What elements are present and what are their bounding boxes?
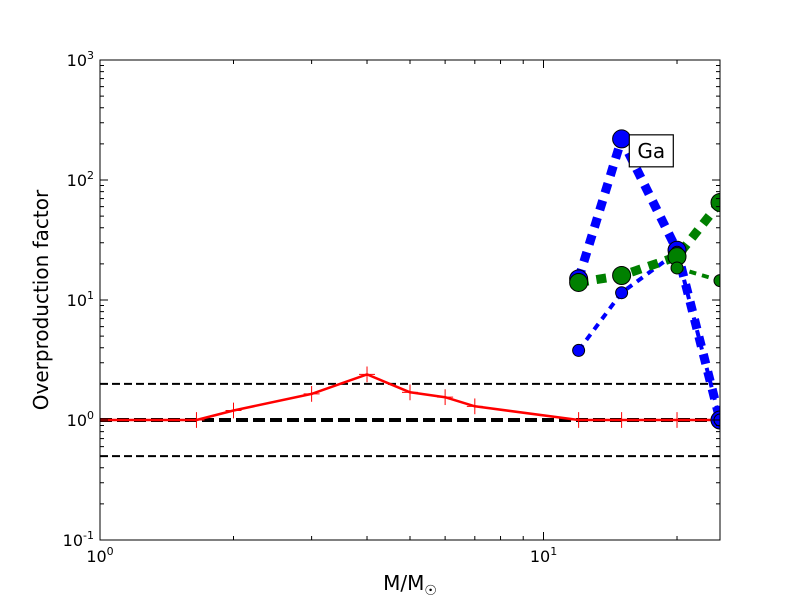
series-0-point-1: [188, 412, 205, 428]
y-tick-label-4: 103: [67, 49, 94, 70]
y-axis-label: Overproduction factor: [29, 189, 53, 410]
series-2-point-1: [615, 286, 629, 300]
series-line-0: [100, 373, 720, 422]
y-tick-label-0: 10-1: [63, 529, 94, 550]
series-line-3: [577, 199, 720, 287]
y-tick-label-1: 100: [67, 409, 94, 430]
series-4-point-1: [713, 274, 720, 288]
series-0-point-2: [225, 402, 242, 419]
x-tick-label-0: 100: [86, 545, 113, 566]
series-3-point-0: [569, 272, 589, 292]
series-0-point-9: [613, 412, 630, 428]
annotation-text: Ga: [637, 139, 665, 163]
series-line-1: [574, 134, 720, 422]
x-axis-label-text: M/M: [383, 571, 424, 595]
series-0-point-10: [669, 412, 686, 428]
annotation-0: Ga: [628, 134, 674, 168]
series-3-point-1: [612, 266, 632, 286]
series-4-point-0: [670, 261, 684, 275]
series-0-point-6: [437, 389, 454, 406]
series-line-2: [576, 250, 720, 421]
series-2-point-0: [572, 343, 586, 357]
series-0-point-4: [359, 366, 376, 383]
series-0-point-7: [466, 398, 483, 415]
series-0-point-5: [402, 384, 418, 401]
series-0-point-8: [570, 412, 587, 428]
y-tick-label-3: 102: [67, 169, 94, 190]
axis-ticks: [99, 59, 720, 541]
annotations: Ga: [628, 134, 674, 168]
series-0-point-3: [303, 386, 320, 402]
y-tick-label-2: 101: [67, 289, 94, 310]
x-axis-label: M/M☉: [383, 571, 437, 599]
x-axis-label-subscript: ☉: [424, 583, 437, 599]
series-lines: [100, 134, 720, 422]
x-tick-label-1: 101: [530, 545, 557, 566]
series-1-point-1: [612, 129, 632, 149]
annotation-box: [628, 134, 674, 168]
